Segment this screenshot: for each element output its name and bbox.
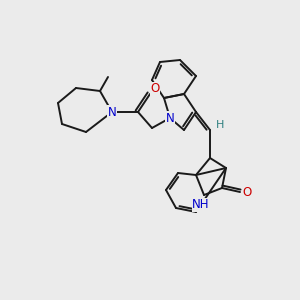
Text: NH: NH: [192, 199, 210, 212]
Text: O: O: [242, 185, 252, 199]
Text: H: H: [216, 120, 224, 130]
Text: N: N: [166, 112, 174, 124]
Text: N: N: [108, 106, 116, 118]
Text: O: O: [150, 82, 160, 95]
